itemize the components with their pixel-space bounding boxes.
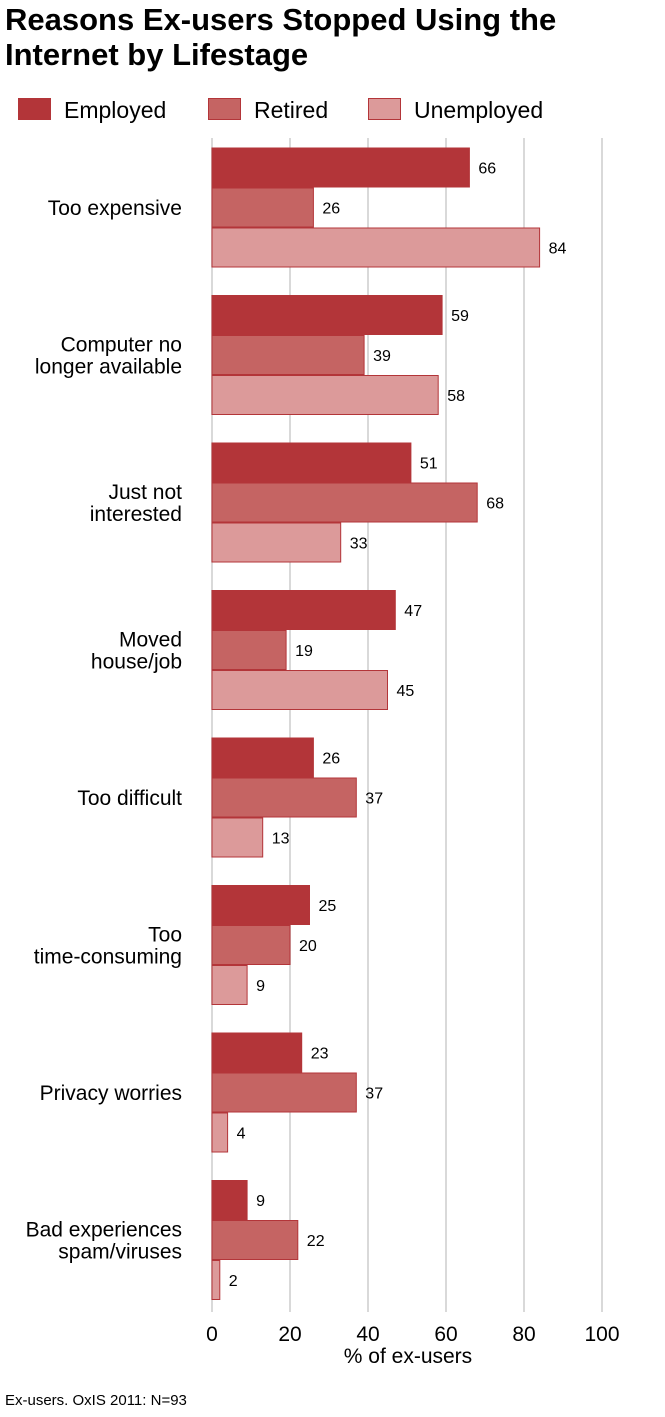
bar-group: 66 26 84	[211, 147, 567, 268]
data-label-unemployed: 4	[237, 1126, 246, 1143]
data-label-retired: 19	[295, 643, 313, 660]
data-label-retired: 26	[322, 201, 340, 218]
category-labels: Too expensive Computer no longer available…	[26, 197, 183, 1264]
data-label-employed: 9	[256, 1193, 265, 1210]
x-axis-label: % of ex-users	[344, 1345, 472, 1368]
bar-employed	[211, 590, 396, 630]
data-label-employed: 59	[451, 308, 469, 325]
x-axis-ticks: 0 20 40 60 80 100	[206, 1323, 619, 1346]
bar-employed	[211, 1032, 303, 1073]
bar-group: 59 39 58	[211, 295, 469, 415]
data-label-unemployed: 2	[229, 1273, 238, 1290]
category-label: Too time-consuming	[34, 924, 182, 969]
data-label-retired: 39	[373, 348, 391, 365]
category-label-line: Too	[148, 924, 182, 947]
category-label: Bad experiences spam/viruses	[26, 1219, 182, 1264]
data-label-unemployed: 84	[549, 241, 567, 258]
footnote: Ex-users. OxIS 2011: N=93	[5, 1392, 187, 1409]
bar-retired	[211, 482, 478, 523]
bar-group: 51 68 33	[211, 442, 504, 563]
bar-unemployed	[211, 1260, 221, 1300]
bar-employed	[211, 442, 412, 483]
bar-employed	[211, 1180, 248, 1220]
category-label: Privacy worries	[40, 1082, 182, 1105]
data-label-unemployed: 45	[397, 683, 415, 700]
category-label-line: spam/viruses	[58, 1241, 182, 1264]
category-label-line: house/job	[91, 651, 182, 674]
bar-retired	[211, 1220, 299, 1260]
data-label-employed: 47	[404, 603, 422, 620]
data-label-retired: 37	[365, 1086, 383, 1103]
x-tick-label-0: 0	[206, 1323, 218, 1346]
bar-retired	[211, 335, 365, 375]
bar-group: 47 19 45	[211, 590, 422, 710]
category-label-line: Too difficult	[77, 787, 182, 810]
bar-groups: 66 26 84 59 39 58 51 68 33 47 19 45 26 37 13 25 20 9 23 37 4…	[211, 147, 567, 1300]
bar-employed	[211, 147, 470, 188]
x-tick-label-100: 100	[584, 1323, 619, 1346]
category-label-line: Bad experiences	[26, 1219, 182, 1242]
data-label-employed: 66	[478, 161, 496, 178]
x-tick-label-40: 40	[356, 1323, 379, 1346]
data-label-retired: 37	[365, 791, 383, 808]
x-tick-label-60: 60	[434, 1323, 457, 1346]
data-label-retired: 22	[307, 1233, 325, 1250]
legend-swatch-employed	[18, 98, 51, 120]
category-label-line: Too expensive	[48, 197, 182, 220]
bar-unemployed	[211, 522, 342, 563]
bar-employed	[211, 885, 310, 925]
bar-retired	[211, 1072, 357, 1113]
bar-employed	[211, 295, 443, 335]
data-label-unemployed: 9	[256, 978, 265, 995]
bar-group: 25 20 9	[211, 885, 337, 1005]
bar-unemployed	[211, 375, 439, 415]
category-label-line: Just not	[108, 481, 182, 504]
category-label-line: time-consuming	[34, 946, 182, 969]
data-label-employed: 51	[420, 456, 438, 473]
legend-label-employed: Employed	[64, 97, 167, 123]
data-label-employed: 26	[322, 751, 340, 768]
category-label: Computer no longer available	[35, 334, 182, 379]
bar-unemployed	[211, 227, 541, 268]
category-label: Moved house/job	[91, 629, 182, 674]
category-label-line: Privacy worries	[40, 1082, 182, 1105]
data-label-unemployed: 33	[350, 536, 368, 553]
legend-label-unemployed: Unemployed	[414, 97, 544, 123]
category-label: Too expensive	[48, 197, 182, 220]
bar-retired	[211, 630, 287, 670]
bar-retired	[211, 925, 291, 965]
category-label-line: Moved	[119, 629, 182, 652]
legend-label-retired: Retired	[254, 97, 329, 123]
category-label-line: longer available	[35, 356, 182, 379]
data-label-unemployed: 13	[272, 831, 290, 848]
x-tick-label-20: 20	[278, 1323, 301, 1346]
category-label-line: Computer no	[61, 334, 182, 357]
x-tick-label-80: 80	[512, 1323, 535, 1346]
bar-unemployed	[211, 817, 264, 858]
data-label-employed: 23	[311, 1046, 329, 1063]
legend-swatch-unemployed	[368, 98, 401, 120]
bar-unemployed	[211, 670, 388, 710]
bar-unemployed	[211, 1112, 229, 1153]
category-label: Too difficult	[77, 787, 182, 810]
bar-retired	[211, 777, 357, 818]
legend-swatch-retired	[208, 98, 241, 120]
data-label-retired: 68	[486, 496, 504, 513]
data-label-retired: 20	[299, 938, 317, 955]
bar-retired	[211, 187, 314, 228]
bar-group: 26 37 13	[211, 737, 383, 858]
category-label-line: interested	[90, 503, 182, 526]
data-label-unemployed: 58	[447, 388, 465, 405]
bar-unemployed	[211, 965, 248, 1005]
category-label: Just not interested	[90, 481, 182, 526]
chart-title: Reasons Ex-users Stopped Using the Inter…	[5, 2, 557, 72]
bar-employed	[211, 737, 314, 778]
data-label-employed: 25	[319, 898, 337, 915]
bar-group: 23 37 4	[211, 1032, 383, 1153]
